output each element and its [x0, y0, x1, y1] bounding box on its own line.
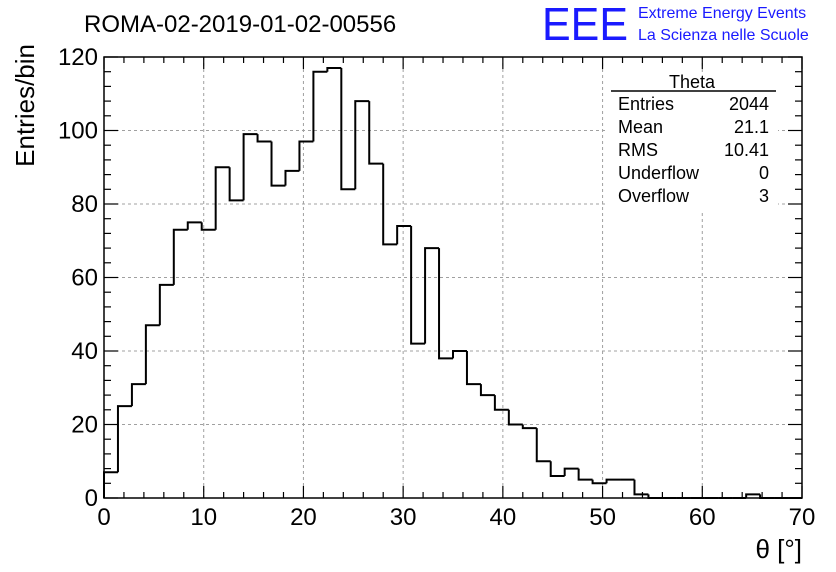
histogram-bin — [298, 140, 314, 171]
chart-title: ROMA-02-2019-01-02-00556 — [84, 11, 396, 38]
x-tick-label: 10 — [190, 504, 217, 531]
histogram-bin — [340, 68, 356, 191]
y-tick-label: 60 — [71, 265, 98, 292]
stats-row-label: Underflow — [618, 163, 700, 183]
histogram-bin — [116, 405, 132, 473]
histogram-bin — [605, 478, 621, 484]
stats-row-label: Mean — [618, 117, 663, 137]
x-tick-label: 60 — [689, 504, 716, 531]
stats-rows: Entries 2044 Mean 21.1 RMS 10.41 Underflow 0 Ove… — [618, 94, 769, 206]
plot-frame — [103, 56, 803, 499]
histogram-bin — [326, 67, 342, 72]
histogram-bin — [493, 395, 509, 411]
histogram-bin — [284, 169, 300, 186]
stats-row-value: 3 — [759, 186, 769, 206]
histogram-bin — [438, 248, 453, 360]
histogram-bin — [354, 100, 370, 190]
stats-row-label: RMS — [618, 140, 658, 160]
histogram-bin — [242, 133, 258, 201]
logo-line-1: Extreme Energy Events — [638, 5, 806, 22]
logo-line-2: La Scienza nelle Scuole — [638, 27, 809, 44]
histogram-bin — [396, 225, 412, 245]
histogram-bin — [130, 383, 146, 407]
histogram-bin — [368, 101, 384, 165]
y-axis-label: Entries/bin — [10, 44, 40, 167]
stats-row-value: 10.41 — [724, 140, 769, 160]
stats-row-label: Overflow — [618, 186, 690, 206]
histogram-bin — [312, 70, 328, 142]
histogram-bin — [144, 324, 160, 385]
histogram-bin — [507, 409, 523, 426]
y-tick-label: 40 — [71, 338, 98, 365]
x-tick-label: 70 — [789, 504, 816, 531]
histogram-bin — [172, 228, 188, 285]
stats-title: Theta — [669, 72, 716, 92]
eee-logo-mark: EEE — [542, 0, 628, 50]
histogram-bin — [465, 351, 481, 386]
histogram-bin — [535, 428, 551, 463]
x-axis-label: θ [°] — [755, 534, 802, 564]
histogram-bin — [563, 467, 579, 476]
stats-row-value: 0 — [759, 163, 769, 183]
histogram-bin — [424, 247, 440, 344]
histogram-bin — [186, 221, 202, 230]
x-tick-label: 40 — [490, 504, 517, 531]
histogram-bin — [200, 222, 216, 231]
stats-row-label: Entries — [618, 94, 674, 114]
histogram-bin — [228, 167, 244, 202]
histogram-bin — [382, 163, 398, 246]
y-tick-label: 0 — [85, 485, 98, 512]
histogram-bin — [549, 461, 565, 477]
histogram-bin — [158, 283, 174, 326]
y-tick-label: 80 — [71, 191, 98, 218]
stats-row-value: 2044 — [729, 94, 769, 114]
x-tick-label: 20 — [290, 504, 317, 531]
y-tick-label: 20 — [71, 412, 98, 439]
histogram-bin — [479, 384, 495, 397]
histogram-bin — [214, 166, 230, 230]
histogram-bin — [452, 350, 467, 359]
histogram-bin — [521, 424, 537, 430]
histogram-bin — [745, 493, 761, 498]
histogram-bin — [591, 479, 607, 485]
x-tick-label: 50 — [589, 504, 616, 531]
y-tick-label: 120 — [58, 44, 98, 71]
histogram-series — [103, 67, 802, 499]
histogram-bin — [103, 471, 118, 498]
histogram-bin — [577, 468, 593, 481]
histogram-bin — [270, 141, 286, 187]
histogram-bin — [633, 479, 649, 496]
x-tick-label: 0 — [97, 504, 110, 531]
x-tick-label: 30 — [390, 504, 417, 531]
histogram-bin — [410, 226, 426, 345]
histogram-bin — [256, 134, 272, 143]
stats-row-value: 21.1 — [734, 117, 769, 137]
stats-box: Theta Entries 2044 Mean 21.1 RMS 10.41 Underfl… — [606, 72, 778, 210]
y-tick-label: 100 — [58, 118, 98, 145]
